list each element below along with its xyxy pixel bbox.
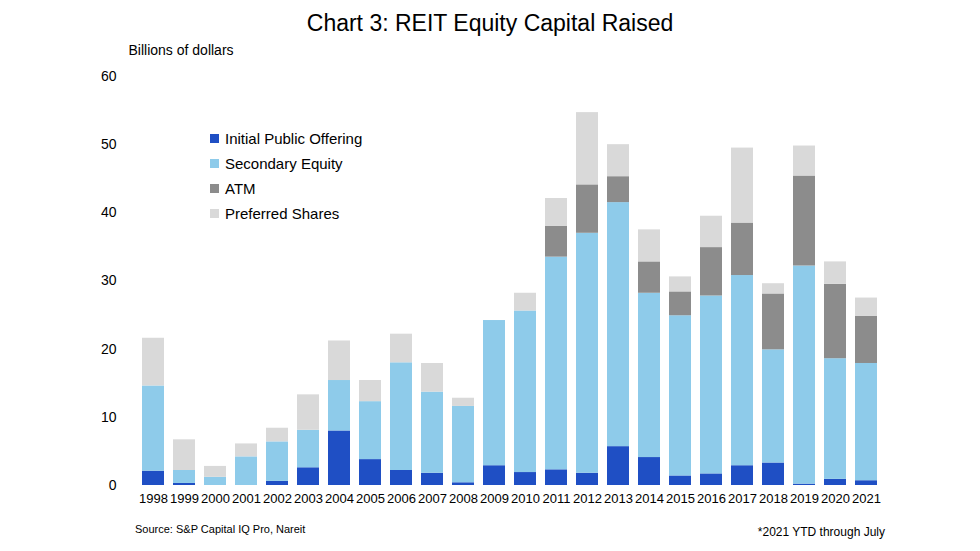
- svg-text:2014: 2014: [635, 491, 664, 506]
- html-text:Chart 3: REIT Equity Capital R: Chart 3: REIT Equity Capital Raised: [306, 10, 674, 36]
- svg-text:2019: 2019: [790, 491, 819, 506]
- html-text:Preferred Shares: Preferred Shares: [225, 205, 340, 222]
- svg-text:2007: 2007: [418, 491, 447, 506]
- svg-text:2006: 2006: [387, 491, 416, 506]
- svg-text:2015: 2015: [666, 491, 695, 506]
- html-text:*2021 YTD through July: *2021 YTD through July: [757, 525, 885, 539]
- svg-text:2009: 2009: [480, 491, 509, 506]
- svg-text:2008: 2008: [449, 491, 478, 506]
- svg-text:30: 30: [101, 272, 117, 288]
- svg-text:2004: 2004: [325, 491, 354, 506]
- html-text:Source: S&P Capital IQ Pro, Na: Source: S&P Capital IQ Pro, Nareit: [135, 523, 306, 535]
- svg-text:2011: 2011: [543, 491, 571, 506]
- svg-text:2002: 2002: [263, 491, 292, 506]
- svg-text:50: 50: [101, 136, 117, 152]
- svg-text:2013: 2013: [604, 491, 633, 506]
- svg-text:2003: 2003: [294, 491, 323, 506]
- svg-text:60: 60: [101, 68, 117, 84]
- svg-text:2000: 2000: [201, 491, 230, 506]
- svg-text:1998: 1998: [139, 491, 168, 506]
- html-text:Secondary Equity: Secondary Equity: [225, 155, 343, 172]
- svg-text:2012: 2012: [573, 491, 602, 506]
- svg-text:2018: 2018: [759, 491, 788, 506]
- svg-text:2016: 2016: [697, 491, 726, 506]
- svg-text:1999: 1999: [170, 491, 199, 506]
- svg-text:2020: 2020: [821, 491, 850, 506]
- svg-text:2010: 2010: [511, 491, 540, 506]
- svg-text:2005: 2005: [356, 491, 385, 506]
- svg-text:2021: 2021: [852, 491, 881, 506]
- svg-text:40: 40: [101, 204, 117, 220]
- html-text:Initial Public Offering: Initial Public Offering: [225, 130, 363, 147]
- svg-text:10: 10: [101, 409, 117, 425]
- svg-text:0: 0: [109, 477, 117, 493]
- svg-text:20: 20: [101, 341, 117, 357]
- svg-text:Billions of dollars: Billions of dollars: [129, 42, 234, 58]
- html-text:ATM: ATM: [225, 180, 256, 197]
- svg-text:2001: 2001: [232, 491, 261, 506]
- svg-text:2017: 2017: [728, 491, 757, 506]
